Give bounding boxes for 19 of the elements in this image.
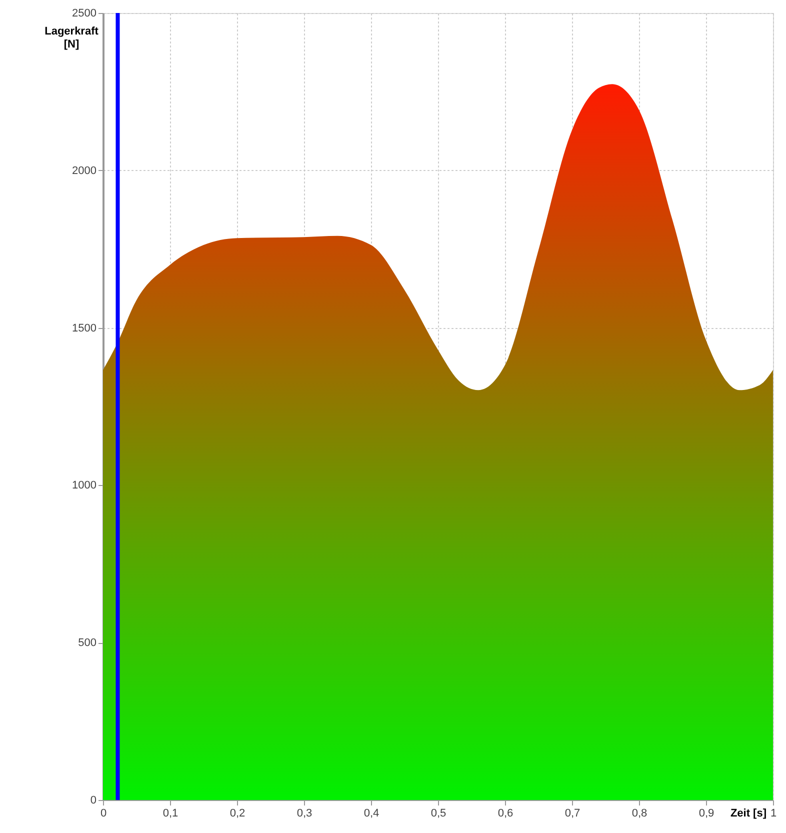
x-tick-label: 0,2 bbox=[230, 808, 246, 820]
y-tick-label: 2000 bbox=[72, 164, 96, 177]
x-tick-label: 1 bbox=[770, 808, 777, 820]
x-tick-label: 0,7 bbox=[564, 808, 580, 820]
y-tick-label: 500 bbox=[78, 637, 96, 650]
x-tick-label: 0,1 bbox=[162, 808, 178, 820]
x-tick-label: 0,4 bbox=[364, 808, 380, 820]
x-tick-label: 0,9 bbox=[698, 808, 714, 820]
y-axis-title: Lagerkraft [N] bbox=[44, 26, 99, 50]
x-tick-label: 0,8 bbox=[632, 808, 648, 820]
y-tick-label: 1500 bbox=[72, 322, 96, 334]
x-tick-label: 0 bbox=[100, 808, 107, 820]
x-axis-title: Zeit [s] bbox=[730, 808, 767, 820]
x-tick-label: 0,3 bbox=[296, 808, 312, 820]
x-tick-label: 0,5 bbox=[430, 808, 446, 820]
y-tick-label: 1000 bbox=[72, 480, 96, 492]
y-tick-label: 2500 bbox=[72, 8, 96, 20]
y-tick-label: 0 bbox=[90, 794, 96, 806]
x-tick-label: 0,6 bbox=[498, 808, 514, 820]
